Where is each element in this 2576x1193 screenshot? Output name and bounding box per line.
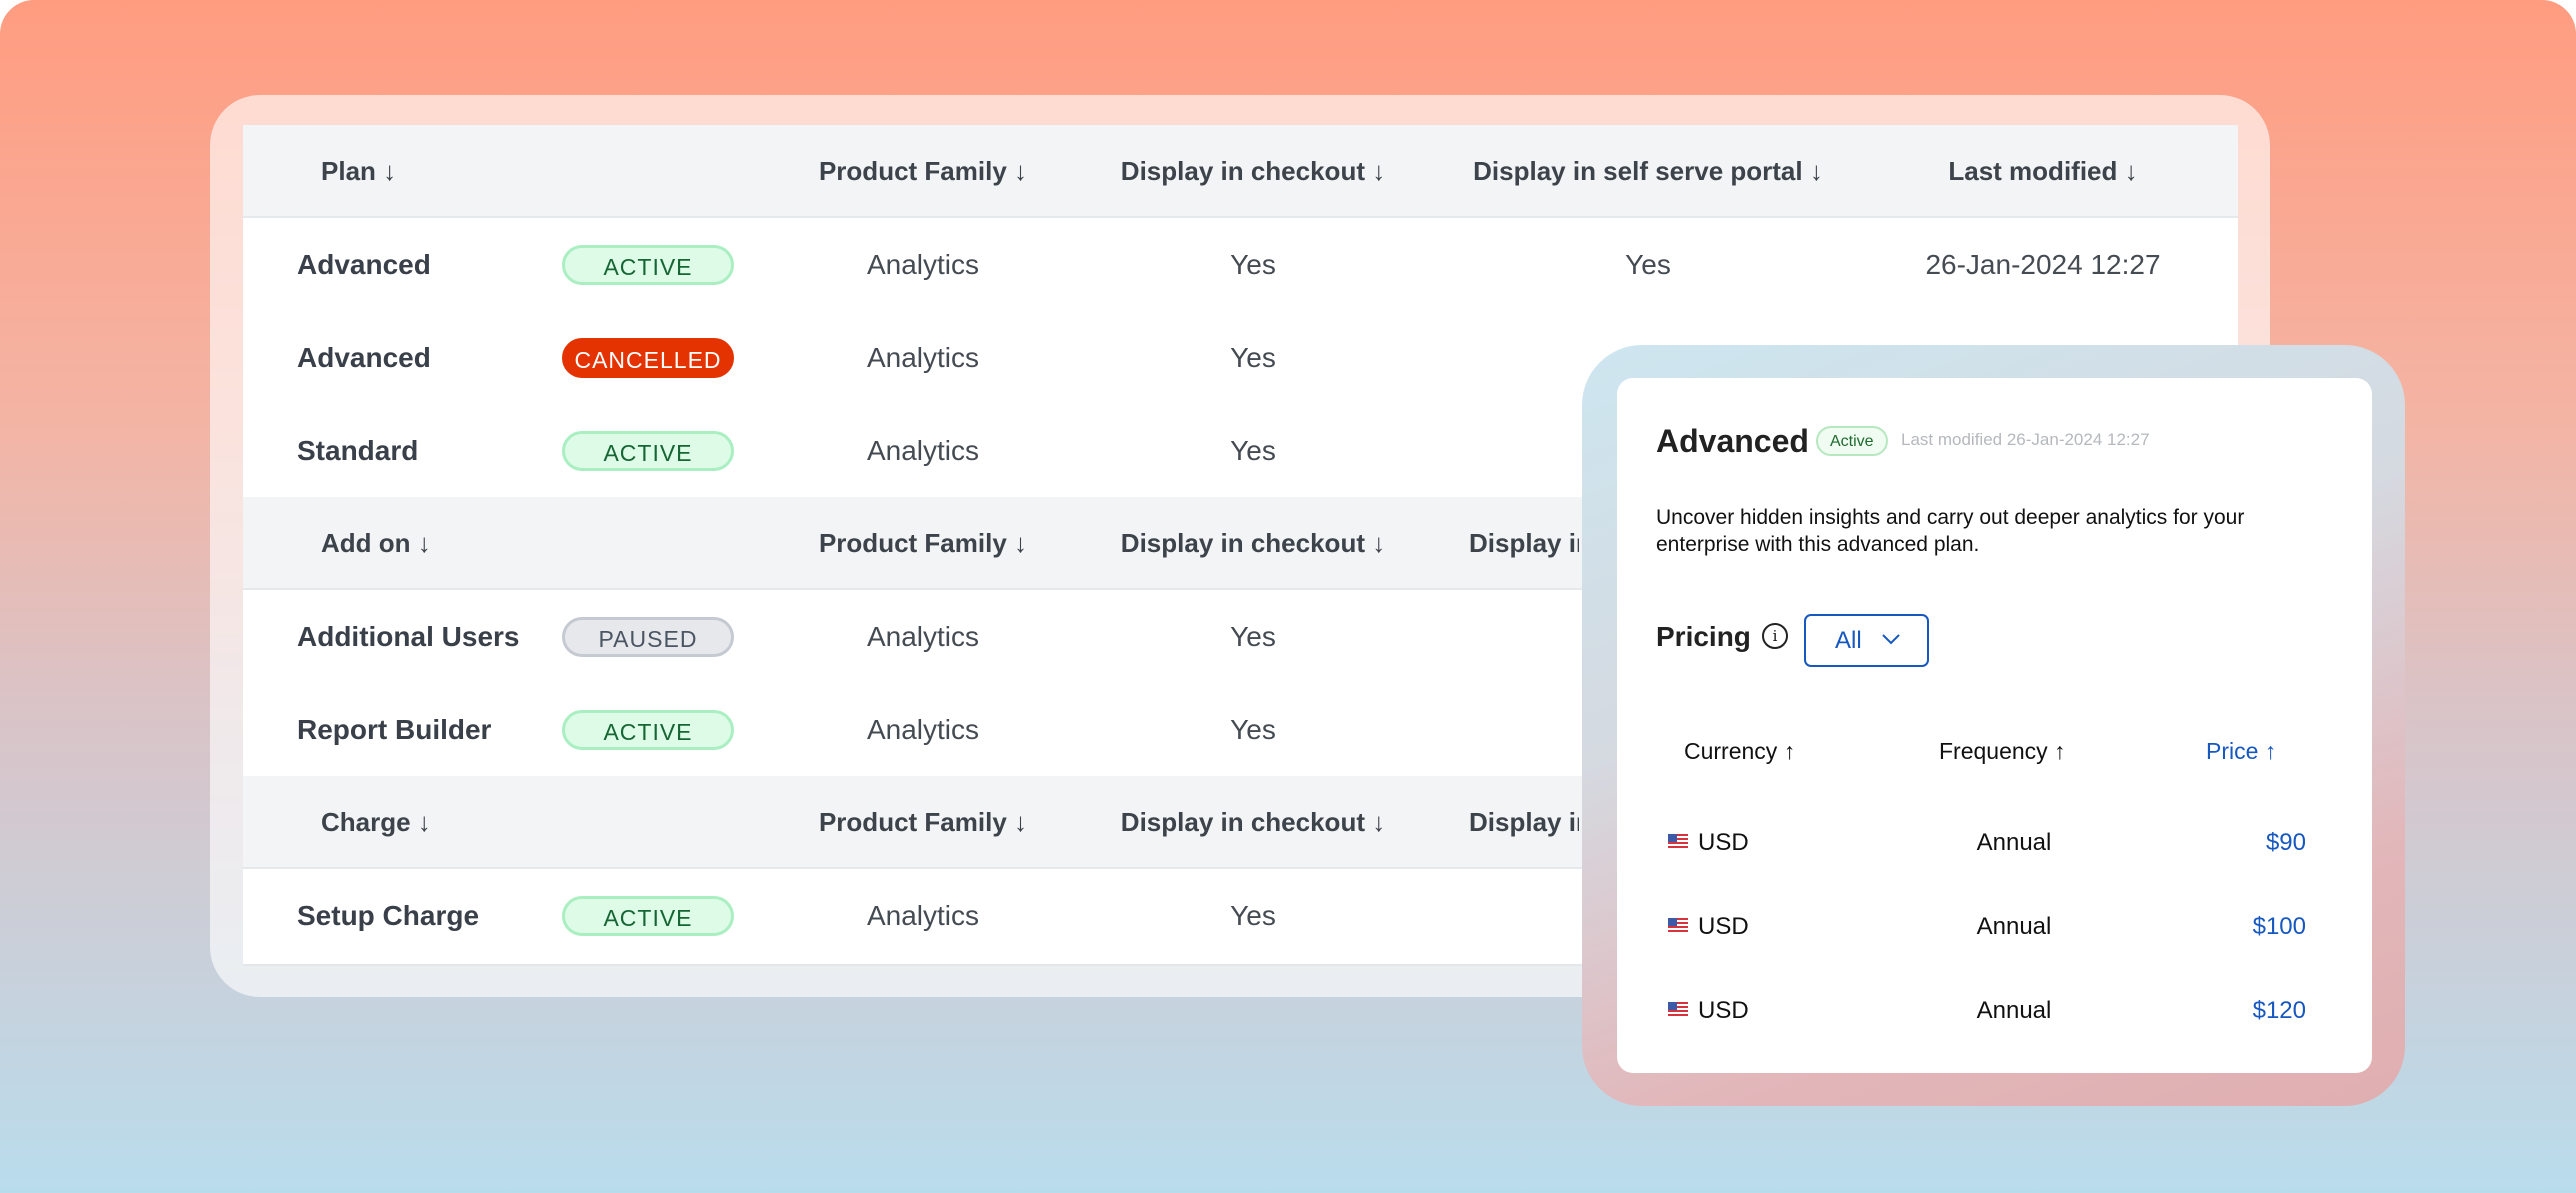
product-family: Analytics <box>866 621 980 652</box>
price-header[interactable]: Price ↑ <box>2206 738 2277 764</box>
filter-value: All <box>1835 627 1862 654</box>
detail-description: Uncover hidden insights and carry out de… <box>1656 506 2245 556</box>
item-name[interactable]: Advanced <box>297 249 431 280</box>
pricing-filter-dropdown[interactable]: All <box>1804 614 1929 667</box>
sort-by-name[interactable]: Charge ↓ <box>321 807 431 837</box>
product-family: Analytics <box>866 900 980 931</box>
display-in-checkout: Yes <box>1230 621 1276 652</box>
sort-by-product-family[interactable]: Product Family ↓ <box>818 156 1028 186</box>
chevron-down-icon <box>1881 614 1901 663</box>
price-row-currency: USD <box>1668 997 1749 1025</box>
sort-by-last-modified[interactable]: Last modified ↓ <box>1948 156 2138 186</box>
sort-by-portal[interactable]: Display in self serve portal ↓ <box>1469 528 1579 558</box>
display-in-checkout: Yes <box>1230 249 1276 280</box>
us-flag-icon <box>1668 1002 1688 1017</box>
currency-code: USD <box>1698 997 1749 1024</box>
display-in-checkout: Yes <box>1230 900 1276 931</box>
price-row-currency: USD <box>1668 913 1749 941</box>
sort-by-portal[interactable]: Display in self serve portal ↓ <box>1469 807 1579 837</box>
table-row[interactable]: Advanced ACTIVE Analytics Yes Yes 26-Jan-2024… <box>243 218 2238 311</box>
info-icon[interactable]: i <box>1762 623 1788 649</box>
price-row-frequency: Annual <box>1976 913 2052 940</box>
sort-by-checkout[interactable]: Display in checkout ↓ <box>1120 528 1386 558</box>
us-flag-icon <box>1668 918 1688 933</box>
item-name[interactable]: Additional Users <box>297 621 520 652</box>
display-in-checkout: Yes <box>1230 342 1276 373</box>
product-family: Analytics <box>866 714 980 745</box>
price-row-amount[interactable]: $90 <box>2265 829 2306 856</box>
status-badge: ACTIVE <box>562 431 734 471</box>
sort-by-name[interactable]: Add on ↓ <box>321 528 431 558</box>
table-row[interactable]: Report Builder ACTIVE Analytics Yes <box>243 683 2238 776</box>
price-row-frequency: Annual <box>1976 829 2052 856</box>
sort-by-checkout[interactable]: Display in checkout ↓ <box>1120 807 1386 837</box>
currency-header[interactable]: Currency ↑ <box>1684 738 1796 764</box>
status-badge: PAUSED <box>562 617 734 657</box>
us-flag-icon <box>1668 834 1688 849</box>
product-family: Analytics <box>866 342 980 373</box>
pricing-label: Pricing <box>1656 621 1751 652</box>
sort-by-product-family[interactable]: Product Family ↓ <box>818 528 1028 558</box>
price-row-amount[interactable]: $100 <box>2252 913 2306 940</box>
price-row-amount[interactable]: $120 <box>2252 997 2306 1024</box>
display-in-portal: Yes <box>1625 249 1671 280</box>
plan-detail-card: Advanced Active Last modified 26-Jan-202… <box>1617 378 2372 1073</box>
table-row[interactable]: Standard ACTIVE Analytics Yes <box>243 404 2238 497</box>
status-badge: ACTIVE <box>562 710 734 750</box>
last-modified: 26-Jan-2024 12:27 <box>1925 249 2161 280</box>
section-header-row: Plan ↓ Product Family ↓ Display in checkou… <box>243 125 2238 218</box>
table-row[interactable]: Additional Users PAUSED Analytics Yes <box>243 590 2238 683</box>
sort-by-product-family[interactable]: Product Family ↓ <box>818 807 1028 837</box>
price-row-currency: USD <box>1668 829 1749 857</box>
status-badge: ACTIVE <box>562 896 734 936</box>
table-row[interactable]: Setup Charge ACTIVE Analytics Yes <box>243 869 2238 962</box>
frequency-header[interactable]: Frequency ↑ <box>1939 738 2066 764</box>
status-badge: Active <box>1816 426 1888 456</box>
price-row-frequency: Annual <box>1976 997 2052 1024</box>
item-name[interactable]: Setup Charge <box>297 900 480 931</box>
table-row[interactable]: Advanced CANCELLED Analytics Yes <box>243 311 2238 404</box>
product-family: Analytics <box>866 435 980 466</box>
product-family: Analytics <box>866 249 980 280</box>
sort-by-portal[interactable]: Display in self serve portal ↓ <box>1473 156 1823 186</box>
display-in-checkout: Yes <box>1230 435 1276 466</box>
sort-by-name[interactable]: Plan ↓ <box>321 156 397 186</box>
display-in-checkout: Yes <box>1230 714 1276 745</box>
item-name[interactable]: Advanced <box>297 342 431 373</box>
currency-code: USD <box>1698 913 1749 940</box>
detail-title: Advanced <box>1656 423 1809 459</box>
item-name[interactable]: Report Builder <box>297 714 492 745</box>
status-badge: ACTIVE <box>562 245 734 285</box>
status-badge: CANCELLED <box>562 338 734 378</box>
item-name[interactable]: Standard <box>297 435 419 466</box>
currency-code: USD <box>1698 829 1749 856</box>
sort-by-checkout[interactable]: Display in checkout ↓ <box>1120 156 1386 186</box>
last-modified: Last modified 26-Jan-2024 12:27 <box>1901 430 2150 449</box>
